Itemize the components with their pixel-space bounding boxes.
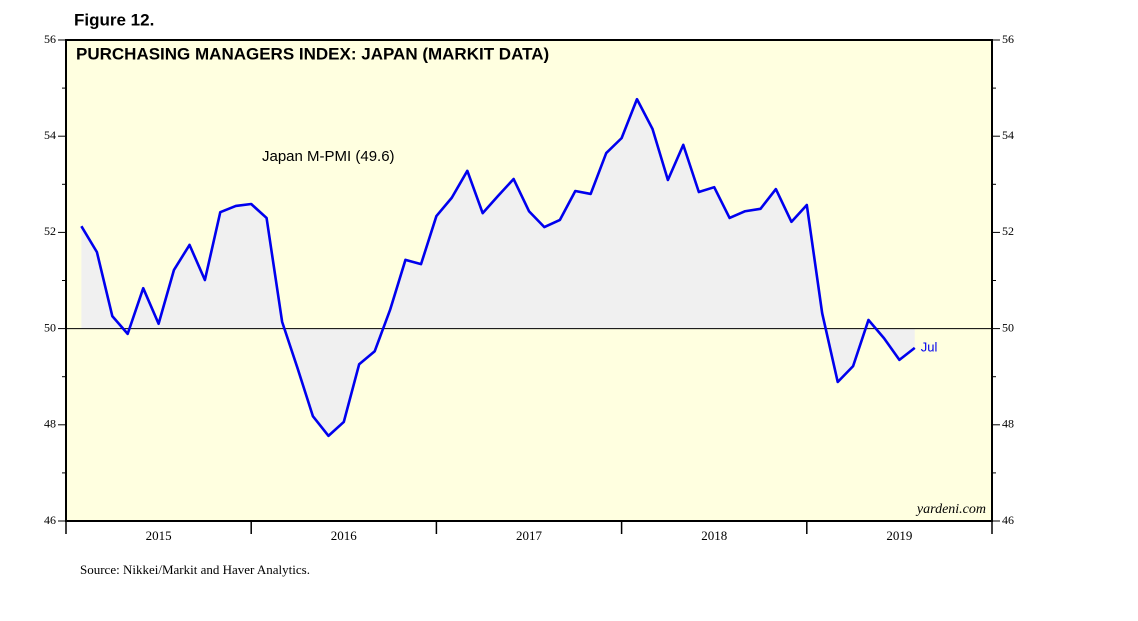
y-tick-label-left: 48 [44,417,56,431]
annotation: Japan M-PMI (49.6) [262,148,395,165]
y-tick-label-left: 56 [44,32,56,46]
y-tick-label-right: 50 [1002,320,1014,334]
source: Source: Nikkei/Markit and Haver Analytic… [80,562,310,577]
area-fill [81,99,915,436]
x-tick-label: 2019 [886,528,912,543]
y-tick-label-right: 48 [1002,417,1014,431]
y-tick-label-right: 56 [1002,32,1014,46]
watermark: yardeni.com [915,502,986,517]
y-tick-label-right: 46 [1002,513,1014,527]
y-tick-label-left: 52 [44,224,56,238]
y-tick-label-left: 50 [44,320,56,334]
y-tick-label-right: 52 [1002,224,1014,238]
chart-title: PURCHASING MANAGERS INDEX: JAPAN (MARKIT… [76,44,549,63]
x-tick-label: 2016 [331,528,358,543]
x-tick-label: 2018 [701,528,727,543]
x-tick-label: 2017 [516,528,543,543]
series-line [80,97,916,438]
x-tick-label: 2015 [146,528,172,543]
end-label: Jul [921,339,938,354]
y-tick-label-right: 54 [1002,128,1014,142]
figure-label: Figure 12. [74,10,154,29]
y-tick-label-left: 54 [44,128,56,142]
y-tick-label-left: 46 [44,513,56,527]
